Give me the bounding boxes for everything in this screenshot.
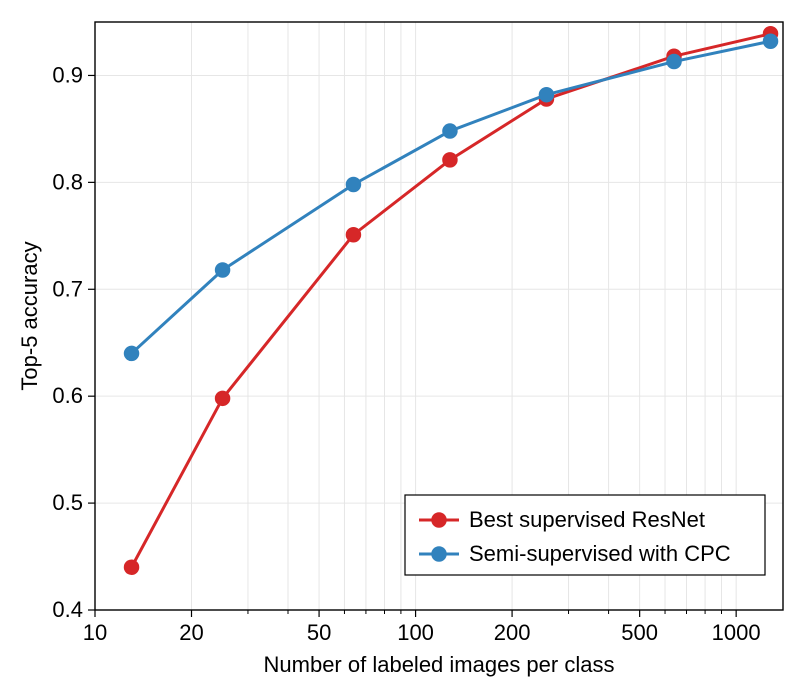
legend-marker (432, 547, 446, 561)
y-tick-label: 0.6 (52, 383, 83, 408)
x-tick-label: 20 (179, 620, 203, 645)
accuracy-chart: 10 20 50 100 200 500 1000 0.4 0.5 0.6 0.7 0.8 0.9 Num… (0, 0, 808, 687)
x-tick-label: 500 (621, 620, 658, 645)
y-tick-label: 0.7 (52, 276, 83, 301)
y-tick-label: 0.8 (52, 169, 83, 194)
series-marker (443, 124, 457, 138)
x-axis-label: Number of labeled images per class (264, 652, 615, 677)
x-tick-label: 10 (83, 620, 107, 645)
chart-container: 10 20 50 100 200 500 1000 0.4 0.5 0.6 0.7 0.8 0.9 Num… (0, 0, 808, 687)
y-axis-label: Top-5 accuracy (17, 241, 42, 390)
series-marker (216, 263, 230, 277)
legend: Best supervised ResNet Semi-supervised wi… (405, 495, 765, 575)
y-tick-label: 0.9 (52, 62, 83, 87)
series-marker (125, 560, 139, 574)
x-tick-label: 200 (494, 620, 531, 645)
series-marker (539, 88, 553, 102)
legend-marker (432, 513, 446, 527)
legend-label: Best supervised ResNet (469, 507, 705, 532)
x-tick-label: 1000 (712, 620, 761, 645)
y-tick-label: 0.4 (52, 597, 83, 622)
series-marker (667, 55, 681, 69)
series-marker (346, 178, 360, 192)
x-tick-label: 100 (397, 620, 434, 645)
y-tick-label: 0.5 (52, 490, 83, 515)
series-marker (125, 346, 139, 360)
legend-label: Semi-supervised with CPC (469, 541, 731, 566)
series-marker (443, 153, 457, 167)
x-tick-label: 50 (307, 620, 331, 645)
series-marker (346, 228, 360, 242)
series-marker (764, 34, 778, 48)
series-marker (216, 391, 230, 405)
